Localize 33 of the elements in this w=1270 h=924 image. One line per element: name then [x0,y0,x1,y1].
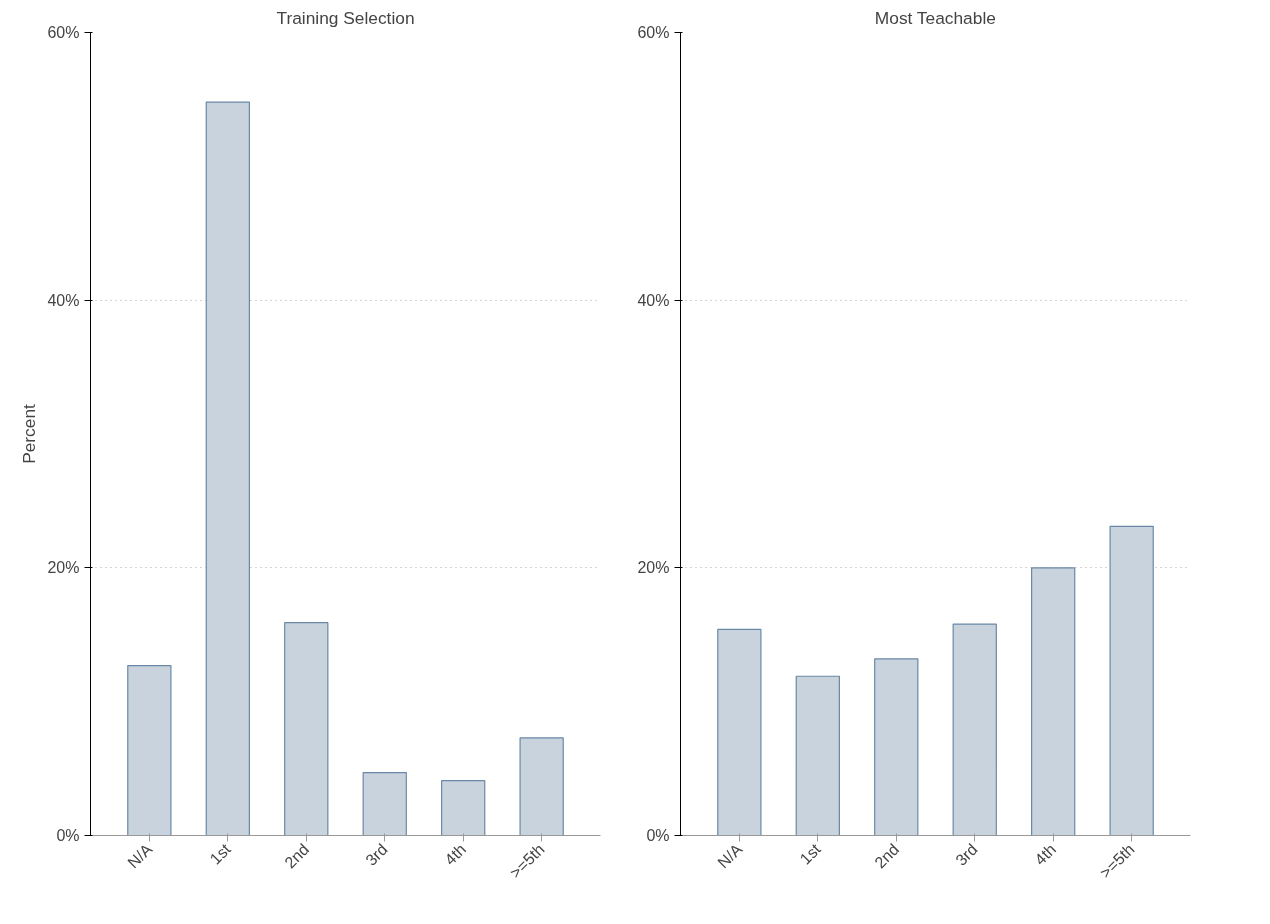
bar [1109,525,1154,836]
x-tick-label: N/A [714,840,746,872]
bar [127,664,172,836]
y-tick-label: 0% [56,827,80,844]
x-tick-label: 3rd [952,840,981,869]
x-tick-label: 2nd [871,840,903,872]
chart-title: Most Teachable [874,7,996,28]
bar [441,780,486,836]
y-tick-label: 20% [637,559,670,577]
bar [519,737,564,836]
y-tick-label: 60% [47,24,80,41]
bar [874,658,919,836]
bar [717,628,762,836]
chart-title: Training Selection [276,7,415,28]
x-tick-label: 1st [796,840,825,868]
bar [795,675,840,836]
bar [205,101,250,836]
x-tick-label: 3rd [362,840,391,869]
y-tick-label: 20% [47,559,80,577]
x-tick-label: 2nd [281,840,313,872]
y-axis-title: Percent [19,403,40,464]
x-tick-label: 4th [441,840,470,869]
x-tick-label: N/A [124,840,156,872]
bar [1031,567,1076,836]
x-tick-label: 4th [1031,840,1060,869]
bar [362,772,407,836]
y-tick-label: 60% [637,24,670,41]
x-tick-label: 1st [206,840,235,868]
y-tick-label: 40% [637,291,670,309]
y-tick-label: 0% [646,827,670,844]
y-tick-label: 40% [47,291,80,309]
bar [284,622,329,836]
bar [952,623,997,836]
